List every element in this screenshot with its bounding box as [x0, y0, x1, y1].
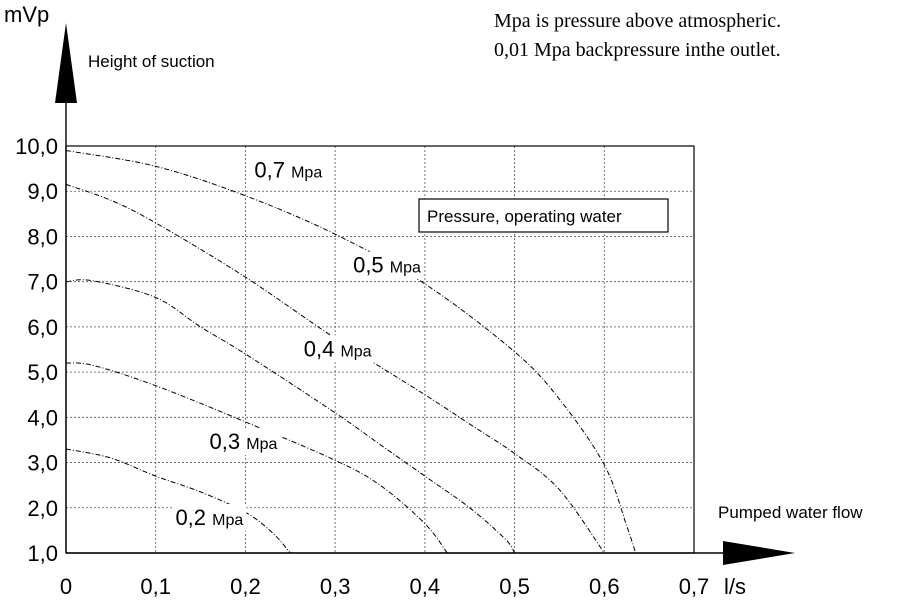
y-tick-label-3: 4,0	[27, 405, 58, 430]
y-tick-label-1: 2,0	[27, 496, 58, 521]
x-tick-label-0: 0	[60, 574, 72, 599]
curve-label-text-p05: 0,5 Mpa	[353, 253, 421, 278]
legend-box	[418, 198, 669, 233]
x-tick-label-5: 0,5	[499, 574, 530, 599]
x-unit: l/s	[724, 574, 746, 599]
y-tick-label-5: 6,0	[27, 315, 58, 340]
curve-label-p07: 0,7 Mpa	[251, 156, 326, 184]
x-tick-label-4: 0,4	[410, 574, 441, 599]
curve-label-text-p03: 0,3 Mpa	[210, 429, 278, 454]
curve-label-p02: 0,2 Mpa	[172, 503, 247, 531]
curve-label-unit-p07: Mpa	[291, 165, 322, 182]
curve-label-value-p07: 0,7	[254, 158, 291, 183]
x-tick-label-6: 0,6	[589, 574, 620, 599]
curve-label-unit-p05: Mpa	[390, 260, 421, 277]
curve-p03	[65, 362, 448, 554]
curve-label-p03: 0,3 Mpa	[206, 427, 281, 455]
x-tick-label-3: 0,3	[320, 574, 351, 599]
curve-p02	[65, 448, 291, 554]
y-tick-label-9: 10,0	[15, 134, 58, 159]
x-tick-label-7: 0,7	[679, 574, 710, 599]
y-tick-label-4: 5,0	[27, 360, 58, 385]
curve-label-text-p04: 0,4 Mpa	[304, 336, 372, 361]
x-axis-arrow-icon	[723, 541, 795, 565]
note-line-1: Mpa is pressure above atmospheric.	[494, 10, 781, 32]
y-axis-arrow-icon	[55, 23, 77, 103]
grid-lines	[66, 146, 694, 553]
note-line-2: 0,01 Mpa backpressure inthe outlet.	[494, 39, 781, 61]
curve-label-value-p03: 0,3	[210, 429, 247, 454]
curve-label-text-p07: 0,7 Mpa	[254, 158, 322, 183]
legend-box-label: Pressure, operating water	[427, 207, 622, 226]
curve-label-unit-p02: Mpa	[212, 512, 243, 529]
x-tick-labels: 0 0,1 0,2 0,3 0,4 0,5 0,6 0,7	[60, 574, 709, 599]
y-tick-label-7: 8,0	[27, 224, 58, 249]
curve-label-bg-p02	[172, 503, 247, 531]
curve-label-value-p05: 0,5	[353, 253, 390, 278]
y-tick-label-0: 1,0	[27, 541, 58, 566]
curve-label-p04: 0,4 Mpa	[300, 335, 375, 363]
x-axis-title: Pumped water flow	[718, 503, 863, 522]
curve-label-value-p04: 0,4	[304, 336, 341, 361]
curve-p07	[65, 150, 637, 554]
curve-label-text-p02: 0,2 Mpa	[175, 505, 243, 530]
curve-label-bg-p05	[350, 251, 425, 279]
x-tick-label-2: 0,2	[230, 574, 261, 599]
y-tick-label-8: 9,0	[27, 179, 58, 204]
curve-label-bg-p07	[251, 156, 326, 184]
y-tick-labels: 1,0 2,0 3,0 4,0 5,0 6,0 7,0 8,0 9,0 10,0	[15, 134, 58, 566]
y-axis-title: Height of suction	[88, 52, 215, 71]
curve-label-unit-p03: Mpa	[246, 436, 277, 453]
curve-label-bg-p03	[206, 427, 281, 455]
x-tick-label-1: 0,1	[140, 574, 171, 599]
y-unit: mVp	[4, 2, 49, 27]
y-tick-label-2: 3,0	[27, 451, 58, 476]
y-tick-label-6: 7,0	[27, 270, 58, 295]
curve-label-bg-p04	[300, 335, 375, 363]
curve-p04	[65, 279, 516, 554]
curve-label-value-p02: 0,2	[175, 505, 212, 530]
curve-label-p05: 0,5 Mpa	[350, 251, 425, 279]
curve-label-unit-p04: Mpa	[340, 343, 371, 360]
